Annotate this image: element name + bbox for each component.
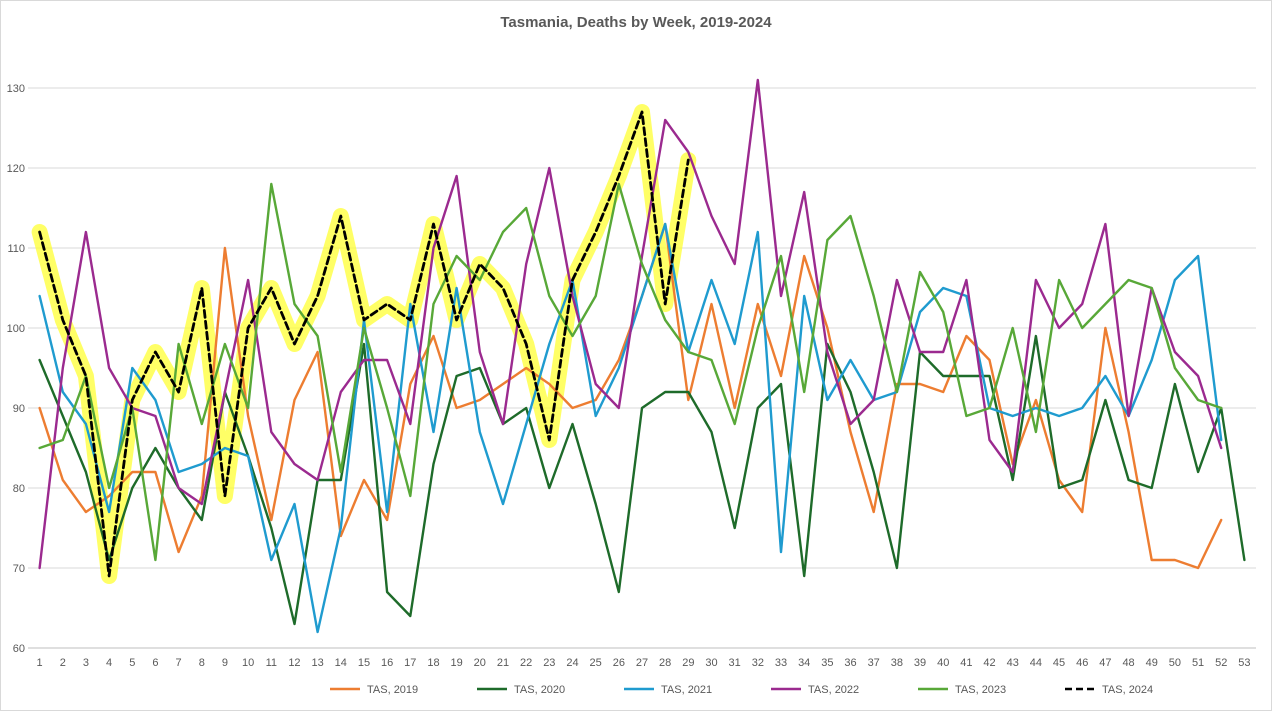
x-tick-label: 29 — [682, 657, 694, 669]
x-tick-label: 5 — [129, 657, 135, 669]
x-tick-label: 51 — [1192, 657, 1204, 669]
x-tick-label: 12 — [288, 657, 300, 669]
x-tick-label: 8 — [199, 657, 205, 669]
series-lines — [38, 78, 1246, 634]
x-tick-label: 22 — [520, 657, 532, 669]
x-tick-label: 25 — [590, 657, 602, 669]
y-tick-label: 60 — [13, 643, 25, 655]
x-tick-label: 31 — [729, 657, 741, 669]
x-tick-label: 41 — [960, 657, 972, 669]
legend-label-3: TAS, 2022 — [808, 684, 859, 696]
y-axis-ticks: 60 70 80 90 100 110 120 130 — [7, 83, 25, 655]
x-tick-label: 40 — [937, 657, 949, 669]
x-tick-label: 9 — [222, 657, 228, 669]
legend-label-4: TAS, 2023 — [955, 684, 1006, 696]
x-tick-label: 13 — [311, 657, 323, 669]
y-tick-label: 80 — [13, 483, 25, 495]
x-tick-label: 2 — [60, 657, 66, 669]
x-tick-label: 18 — [427, 657, 439, 669]
legend-label-0: TAS, 2019 — [367, 684, 418, 696]
x-tick-label: 46 — [1076, 657, 1088, 669]
x-tick-label: 52 — [1215, 657, 1227, 669]
legend: TAS, 2019 TAS, 2020 TAS, 2021 TAS, 2022 TAS,… — [330, 684, 1153, 696]
x-tick-label: 47 — [1099, 657, 1111, 669]
x-tick-label: 23 — [543, 657, 555, 669]
x-tick-label: 50 — [1169, 657, 1181, 669]
chart-title: Tasmania, Deaths by Week, 2019-2024 — [500, 14, 772, 31]
legend-label-2: TAS, 2021 — [661, 684, 712, 696]
legend-label-1: TAS, 2020 — [514, 684, 565, 696]
y-tick-label: 90 — [13, 403, 25, 415]
x-tick-label: 19 — [451, 657, 463, 669]
x-tick-label: 30 — [705, 657, 717, 669]
gridlines — [28, 87, 1256, 649]
x-tick-label: 28 — [659, 657, 671, 669]
series-line-5 — [38, 110, 690, 578]
x-tick-label: 15 — [358, 657, 370, 669]
x-axis-ticks: 1 2 3 4 5 6 7 8 9 10 11 12 13 14 15 16 17 18 19 20 21 22 23 24 2… — [37, 657, 1251, 669]
y-tick-label: 100 — [7, 323, 25, 335]
x-tick-label: 36 — [844, 657, 856, 669]
x-tick-label: 39 — [914, 657, 926, 669]
x-tick-label: 48 — [1122, 657, 1134, 669]
x-tick-label: 49 — [1146, 657, 1158, 669]
x-tick-label: 17 — [404, 657, 416, 669]
x-tick-label: 26 — [613, 657, 625, 669]
x-tick-label: 10 — [242, 657, 254, 669]
x-tick-label: 32 — [752, 657, 764, 669]
y-tick-label: 110 — [7, 243, 25, 255]
x-tick-label: 33 — [775, 657, 787, 669]
y-tick-label: 120 — [7, 163, 25, 175]
x-tick-label: 11 — [266, 657, 277, 669]
x-tick-label: 20 — [474, 657, 486, 669]
x-tick-label: 6 — [152, 657, 158, 669]
y-tick-label: 130 — [7, 83, 25, 95]
x-tick-label: 21 — [497, 657, 509, 669]
x-tick-label: 42 — [983, 657, 995, 669]
x-tick-label: 34 — [798, 657, 810, 669]
x-tick-label: 4 — [106, 657, 112, 669]
x-tick-label: 16 — [381, 657, 393, 669]
x-tick-label: 24 — [566, 657, 578, 669]
x-tick-label: 7 — [176, 657, 182, 669]
x-tick-label: 3 — [83, 657, 89, 669]
x-tick-label: 38 — [891, 657, 903, 669]
legend-label-5: TAS, 2024 — [1102, 684, 1153, 696]
x-tick-label: 53 — [1238, 657, 1250, 669]
x-tick-label: 45 — [1053, 657, 1065, 669]
x-tick-label: 1 — [37, 657, 43, 669]
x-tick-label: 14 — [335, 657, 347, 669]
y-tick-label: 70 — [13, 563, 25, 575]
x-tick-label: 37 — [868, 657, 880, 669]
series-line-4 — [38, 182, 1223, 562]
x-tick-label: 35 — [821, 657, 833, 669]
x-tick-label: 43 — [1007, 657, 1019, 669]
x-tick-label: 27 — [636, 657, 648, 669]
x-tick-label: 44 — [1030, 657, 1042, 669]
